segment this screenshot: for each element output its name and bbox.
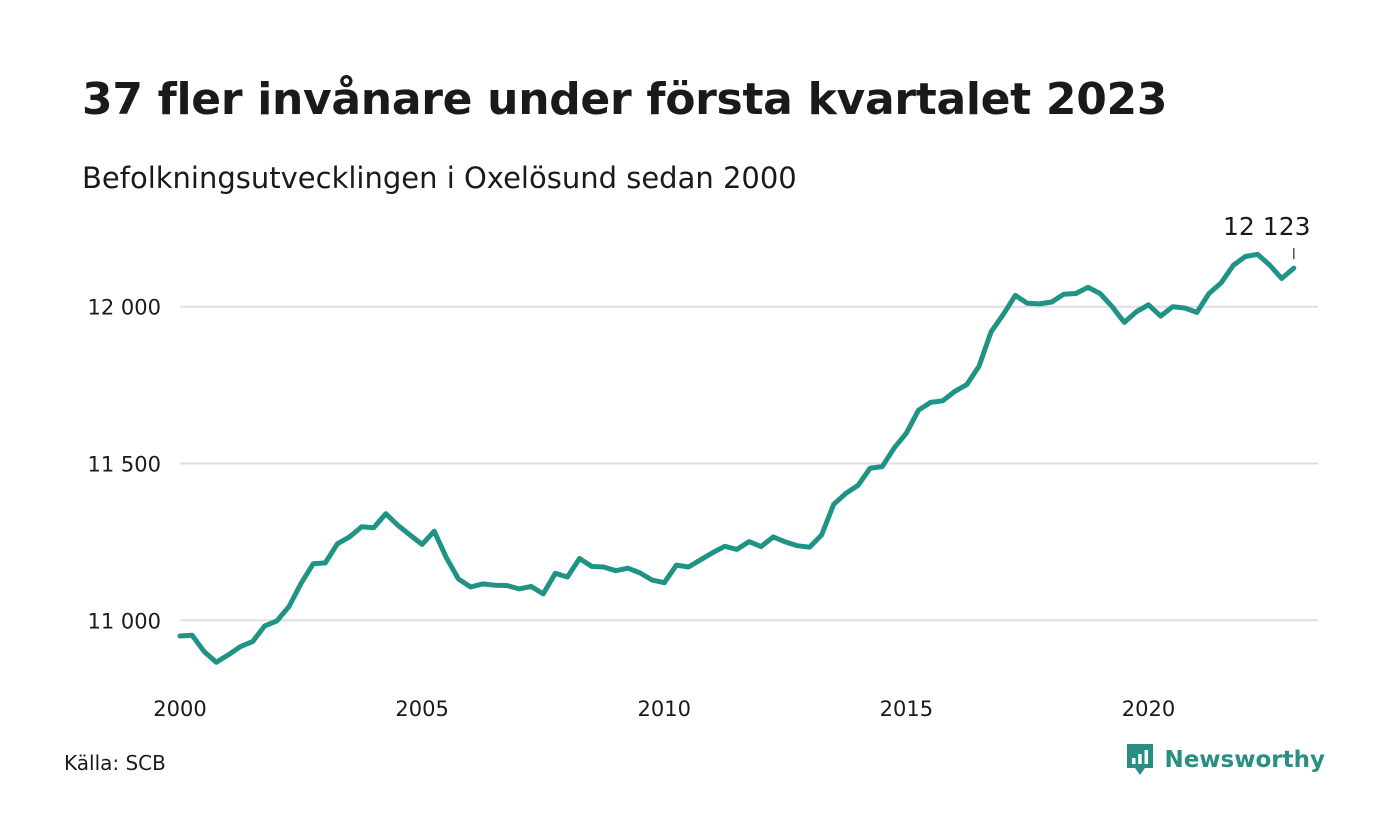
population-series-line (177, 251, 1297, 665)
y-tick-label: 12 000 (88, 296, 161, 320)
brand-name: Newsworthy (1164, 747, 1325, 773)
source-note: Källa: SCB (64, 751, 166, 775)
gridlines (180, 305, 1318, 622)
y-tick-label: 11 500 (88, 453, 161, 477)
y-tick-label: 11 000 (88, 609, 161, 633)
chart-subtitle: Befolkningsutvecklingen i Oxelösund seda… (82, 161, 797, 195)
y-axis-tick-labels: 11 000 11 500 12 000 (88, 296, 161, 634)
x-tick-label: 2000 (153, 697, 206, 721)
x-tick-label: 2010 (638, 697, 691, 721)
chart-title: 37 fler invånare under första kvartalet … (82, 74, 1168, 125)
brand-logo: Newsworthy (1125, 742, 1325, 778)
end-value-label: 12 123 (1223, 212, 1310, 241)
x-axis-tick-labels: 2000 2005 2010 2015 2020 (153, 697, 1175, 721)
x-tick-label: 2020 (1122, 697, 1175, 721)
x-tick-label: 2005 (395, 697, 448, 721)
newsworthy-logo-icon (1127, 744, 1154, 775)
x-tick-label: 2015 (880, 697, 933, 721)
